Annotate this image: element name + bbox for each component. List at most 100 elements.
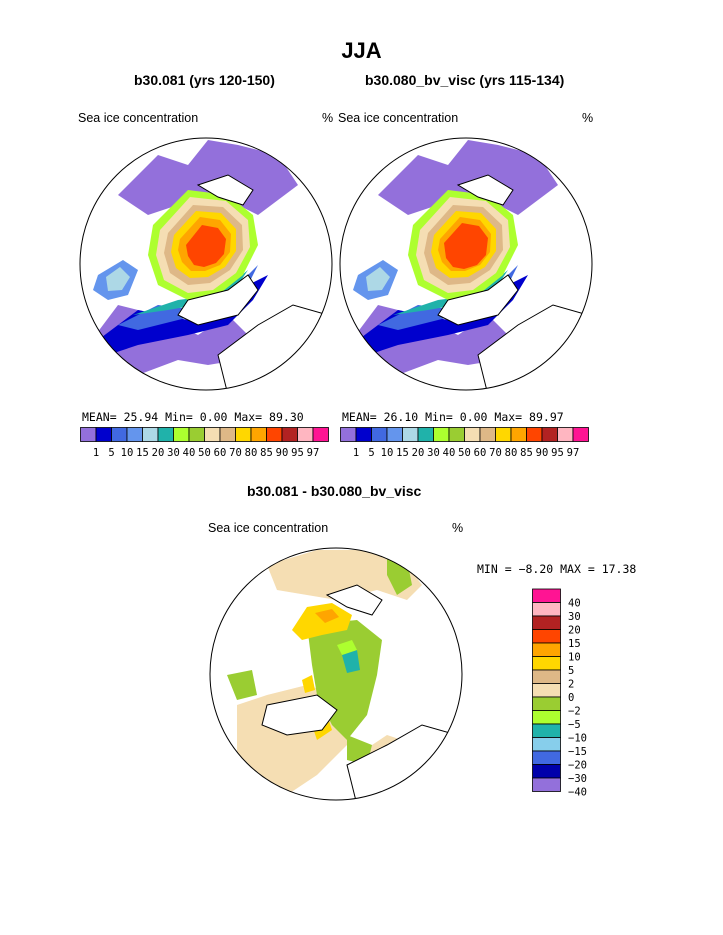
- right-colorbar-swatch: [557, 427, 574, 442]
- left-min-label: Min=: [165, 410, 193, 424]
- left-colorbar-swatch: [219, 427, 236, 442]
- left-concentration-map: [79, 137, 333, 391]
- right-colorbar-swatch: [541, 427, 558, 442]
- right-colorbar-tick-label: 40: [443, 447, 456, 459]
- difference-colorbar-tick-label: 5: [568, 665, 574, 677]
- right-colorbar-tick-label: 15: [396, 447, 409, 459]
- right-colorbar-tick-label: 60: [474, 447, 487, 459]
- left-colorbar-tick-label: 95: [291, 447, 304, 459]
- left-min-value: 0.00: [199, 410, 228, 424]
- left-colorbar-swatch: [312, 427, 329, 442]
- bottom-panel-variable-label: Sea ice concentration: [208, 521, 329, 535]
- right-mean-label: MEAN=: [342, 410, 377, 424]
- right-colorbar-tick-label: 80: [505, 447, 518, 459]
- left-colorbar-swatch: [95, 427, 112, 442]
- difference-colorbar-tick-label: −30: [568, 773, 587, 785]
- right-colorbar-swatch: [402, 427, 419, 442]
- difference-colorbar-swatch: [532, 656, 561, 671]
- diff-region-small-positive: [267, 550, 422, 600]
- diff-region-positive: [292, 603, 352, 640]
- difference-colorbar-tick-label: −2: [568, 706, 581, 718]
- difference-colorbar-swatch: [532, 696, 561, 711]
- left-colorbar-swatch: [126, 427, 143, 442]
- difference-colorbar-tick-label: −20: [568, 760, 587, 772]
- difference-map: [209, 547, 463, 801]
- left-colorbar-tick-label: 10: [121, 447, 134, 459]
- difference-colorbar-swatch: [532, 737, 561, 752]
- left-colorbar-tick-label: 20: [152, 447, 165, 459]
- difference-colorbar-swatch: [532, 750, 561, 765]
- right-colorbar-swatch: [510, 427, 527, 442]
- difference-colorbar-tick-label: 2: [568, 679, 574, 691]
- right-concentration-map: [339, 137, 593, 391]
- left-land-greenland: [177, 274, 259, 326]
- difference-colorbar-tick-label: 15: [568, 638, 581, 650]
- right-colorbar-swatch: [572, 427, 589, 442]
- left-panel-title: b30.081 (yrs 120-150): [134, 72, 275, 88]
- left-colorbar-swatch: [80, 427, 97, 442]
- right-panel-variable-label: Sea ice concentration: [338, 111, 459, 125]
- left-max-value: 89.30: [269, 410, 304, 424]
- left-colorbar-swatch: [204, 427, 221, 442]
- right-colorbar-swatch: [433, 427, 450, 442]
- difference-colorbar-swatch: [532, 602, 561, 617]
- left-mean-value: 25.94: [123, 410, 159, 424]
- right-colorbar-tick-label: 90: [536, 447, 549, 459]
- left-colorbar-swatch: [250, 427, 267, 442]
- right-colorbar-tick-label: 50: [458, 447, 471, 459]
- left-colorbar-swatch: [142, 427, 159, 442]
- difference-colorbar-swatch: [532, 642, 561, 657]
- bottom-max-label: MAX =: [560, 562, 595, 576]
- left-colorbar-swatch: [281, 427, 298, 442]
- right-colorbar-tick-label: 85: [520, 447, 533, 459]
- right-max-value: 89.97: [529, 410, 564, 424]
- left-colorbar-tick-label: 50: [198, 447, 211, 459]
- bottom-panel-units-label: %: [452, 521, 464, 535]
- difference-colorbar-swatch: [532, 777, 561, 792]
- right-colorbar-swatch: [417, 427, 434, 442]
- left-colorbar-swatch: [111, 427, 128, 442]
- left-colorbar: 1 5 10 15 20 30 40 50 60 70 80 85 90 95 97: [80, 427, 329, 459]
- left-colorbar-swatch: [173, 427, 190, 442]
- right-panel-units-label: %: [582, 111, 594, 125]
- right-min-value: 0.00: [459, 410, 488, 424]
- right-colorbar-swatch: [371, 427, 388, 442]
- right-colorbar-swatch: [340, 427, 357, 442]
- right-colorbar-tick-label: 95: [551, 447, 564, 459]
- difference-colorbar-tick-label: −10: [568, 733, 587, 745]
- left-panel-units-label: %: [322, 111, 334, 125]
- bottom-min-label: MIN =: [477, 562, 512, 576]
- difference-colorbar-swatch: [532, 723, 561, 738]
- difference-colorbar-swatch: [532, 764, 561, 779]
- difference-colorbar-swatch: [532, 710, 561, 725]
- right-colorbar-tick-label: 97: [567, 447, 580, 459]
- left-colorbar-swatch: [297, 427, 314, 442]
- difference-colorbar-swatch: [532, 629, 561, 644]
- right-colorbar-tick-label: 5: [368, 447, 374, 459]
- difference-colorbar-tick-label: 0: [568, 692, 574, 704]
- right-land-greenland: [437, 274, 519, 326]
- difference-colorbar-tick-label: 10: [568, 652, 581, 664]
- bottom-max-value: 17.38: [601, 562, 637, 576]
- left-colorbar-tick-label: 97: [307, 447, 320, 459]
- bottom-panel-title: b30.081 - b30.080_bv_visc: [247, 483, 422, 499]
- right-colorbar-swatch: [448, 427, 465, 442]
- right-max-label: Max=: [494, 410, 523, 424]
- left-colorbar-tick-label: 90: [276, 447, 289, 459]
- right-colorbar-swatch: [526, 427, 543, 442]
- right-colorbar-swatch: [495, 427, 512, 442]
- right-colorbar: 1 5 10 15 20 30 40 50 60 70 80 85 90 95 97: [340, 427, 589, 459]
- difference-colorbar-tick-label: −5: [568, 719, 581, 731]
- difference-colorbar-tick-label: 30: [568, 611, 581, 623]
- right-mean-value: 26.10: [383, 410, 419, 424]
- difference-colorbar-tick-label: −15: [568, 746, 587, 758]
- difference-colorbar-tick-label: 20: [568, 625, 581, 637]
- left-colorbar-swatch: [266, 427, 283, 442]
- right-min-label: Min=: [425, 410, 453, 424]
- left-colorbar-tick-label: 5: [108, 447, 114, 459]
- left-colorbar-tick-label: 70: [229, 447, 242, 459]
- left-colorbar-tick-label: 60: [214, 447, 227, 459]
- left-colorbar-swatch: [157, 427, 174, 442]
- difference-colorbar-tick-label: 40: [568, 598, 581, 610]
